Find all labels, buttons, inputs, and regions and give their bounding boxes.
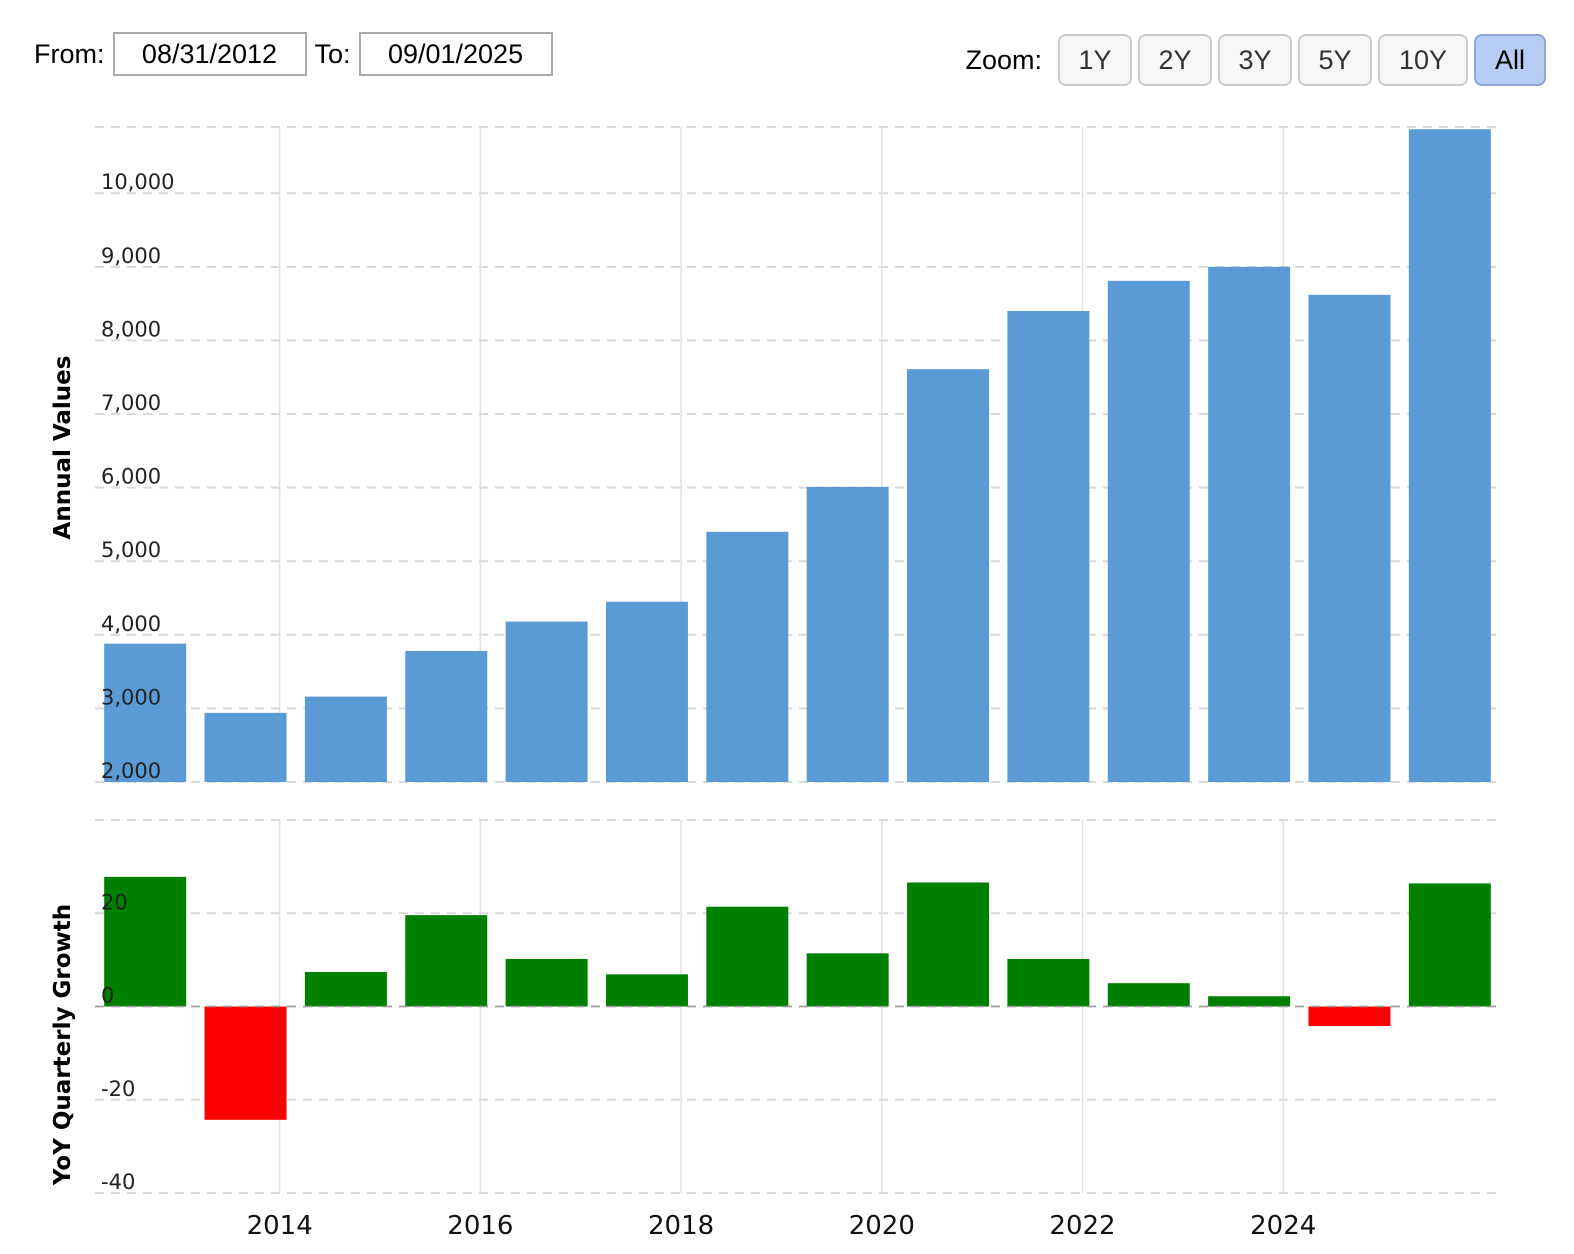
x-tick-label: 2018	[648, 1211, 714, 1241]
growth-bar	[204, 1006, 287, 1120]
x-tick-label: 2024	[1250, 1211, 1316, 1241]
annual-bar	[706, 531, 789, 782]
annual-bar	[1408, 129, 1491, 782]
annual-ytick-label: 2,000	[101, 759, 161, 783]
annual-bar	[505, 621, 588, 782]
growth-ytick-label: -40	[101, 1170, 135, 1194]
growth-bar	[1007, 958, 1090, 1007]
from-date-input[interactable]: 08/31/2012	[112, 32, 307, 76]
growth-ytick-label: 0	[101, 984, 114, 1008]
x-tick-label: 2014	[247, 1211, 313, 1241]
annual-ytick-label: 7,000	[101, 391, 161, 415]
zoom-label: Zoom:	[965, 44, 1042, 75]
annual-bar	[806, 486, 889, 782]
zoom-3y-button[interactable]: 3Y	[1218, 34, 1292, 86]
growth-bar	[1107, 983, 1190, 1007]
annual-ytick-label: 3,000	[101, 685, 161, 709]
annual-bar	[304, 696, 387, 782]
annual-ytick-label: 10,000	[101, 170, 174, 194]
annual-bar	[605, 601, 688, 782]
zoom-1y-button[interactable]: 1Y	[1058, 34, 1132, 86]
growth-bar	[605, 974, 688, 1007]
zoom-2y-button[interactable]: 2Y	[1138, 34, 1212, 86]
zoom-controls: Zoom: 1Y 2Y 3Y 5Y 10Y All	[965, 34, 1546, 86]
growth-bar	[1308, 1006, 1391, 1027]
zoom-all-button[interactable]: All	[1474, 34, 1546, 86]
annual-bar	[104, 643, 187, 782]
growth-ytick-label: -20	[101, 1077, 135, 1101]
x-tick-label: 2016	[447, 1211, 513, 1241]
annual-ytick-label: 9,000	[101, 244, 161, 268]
annual-ytick-label: 8,000	[101, 317, 161, 341]
from-label: From:	[34, 38, 105, 69]
growth-bar	[806, 953, 889, 1007]
annual-ytick-label: 6,000	[101, 465, 161, 489]
annual-bar	[405, 651, 488, 782]
annual-bar	[1007, 310, 1090, 782]
annual-ytick-label: 5,000	[101, 538, 161, 562]
x-tick-label: 2020	[849, 1211, 915, 1241]
to-label: To:	[314, 38, 351, 69]
annual-ytick-label: 4,000	[101, 612, 161, 636]
zoom-10y-button[interactable]: 10Y	[1378, 34, 1468, 86]
annual-axis-title: Annual Values	[50, 356, 76, 540]
growth-bar	[1408, 883, 1491, 1007]
growth-bar	[104, 876, 187, 1007]
growth-bar	[505, 958, 588, 1007]
zoom-5y-button[interactable]: 5Y	[1298, 34, 1372, 86]
date-range: From: 08/31/2012 To: 09/01/2025	[34, 32, 561, 76]
annual-bar	[1208, 266, 1291, 783]
annual-bar	[204, 712, 287, 782]
growth-bar	[304, 971, 387, 1007]
annual-bar	[1107, 280, 1190, 782]
growth-bar	[405, 915, 488, 1007]
growth-ytick-label: 20	[101, 890, 128, 914]
growth-axis-title: YoY Quarterly Growth	[50, 904, 76, 1186]
growth-bar	[706, 906, 789, 1007]
annual-bar	[907, 369, 990, 782]
to-date-input[interactable]: 09/01/2025	[358, 32, 553, 76]
x-tick-label: 2022	[1049, 1211, 1115, 1241]
growth-bar	[1208, 996, 1291, 1007]
annual-bar	[1308, 294, 1391, 782]
growth-bar	[907, 882, 990, 1007]
